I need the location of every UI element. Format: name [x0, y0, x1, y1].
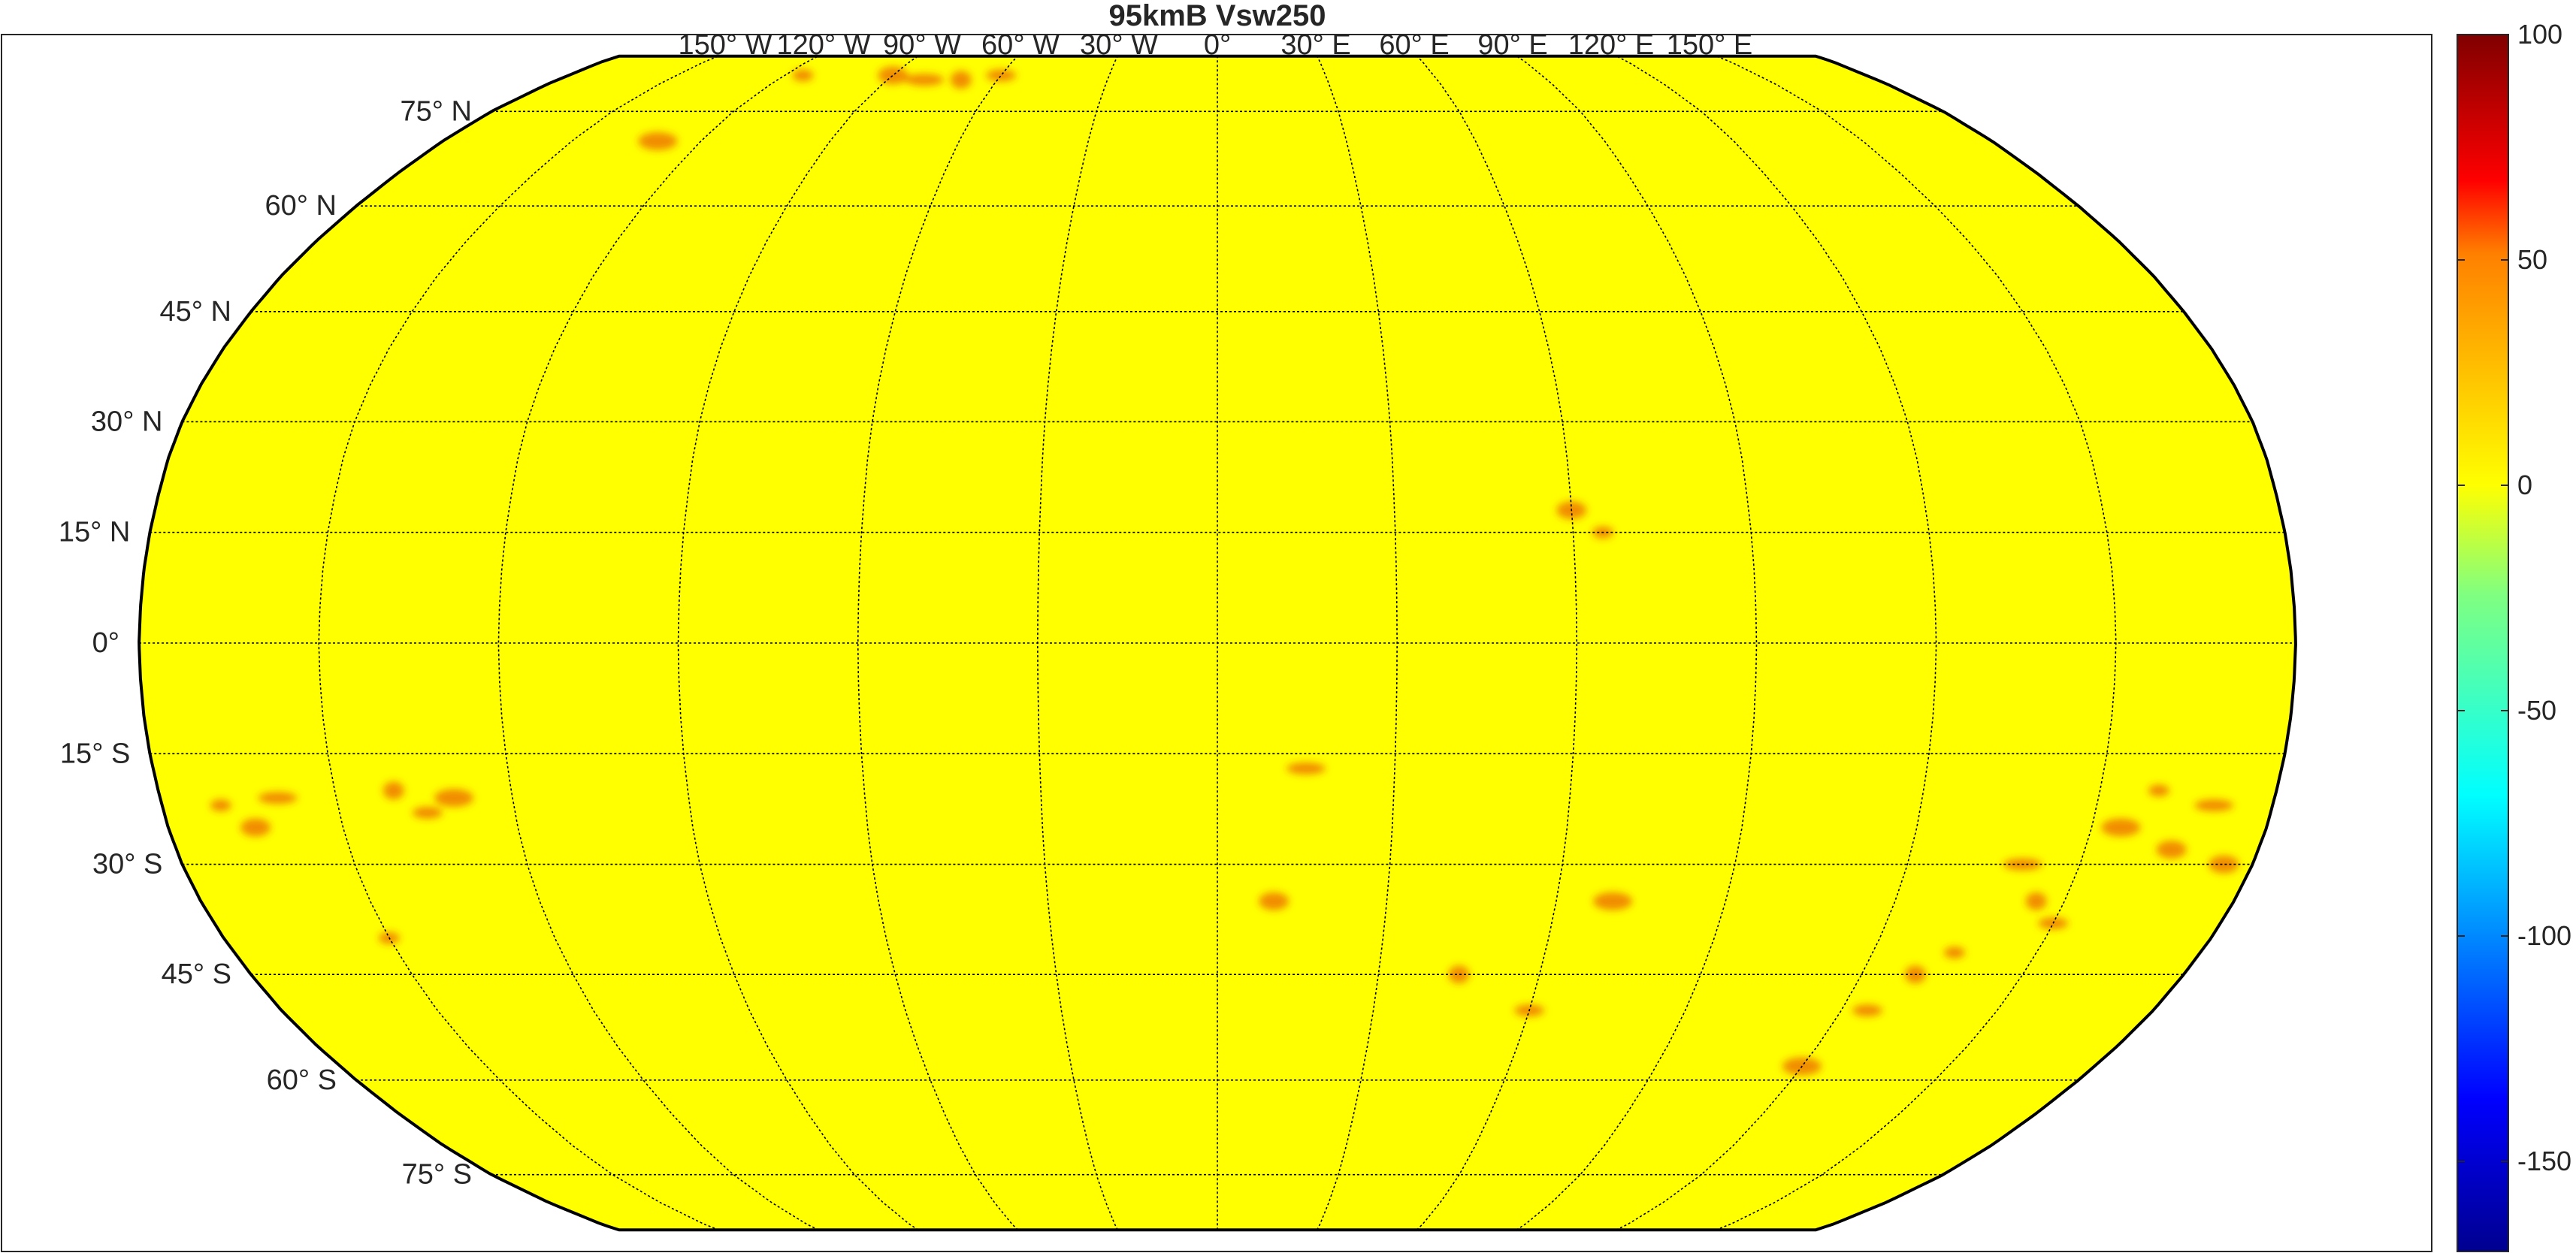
- chart-title: 95kmB Vsw250: [1108, 0, 1326, 32]
- anomaly-spot: [210, 799, 231, 812]
- longitude-label: 0°: [1204, 29, 1231, 61]
- latitude-label: 75° N: [401, 95, 472, 127]
- longitude-label: 90° W: [883, 29, 961, 61]
- latitude-label: 15° S: [60, 738, 130, 769]
- anomaly-spot: [1259, 892, 1290, 910]
- colorbar-tick-label: -50: [2517, 695, 2556, 726]
- latitude-label: 45° N: [160, 296, 231, 328]
- graticule: [139, 56, 2296, 1230]
- longitude-label: 120° W: [776, 29, 870, 61]
- anomaly-spot: [2156, 841, 2187, 859]
- anomaly-spot: [1448, 965, 1470, 984]
- anomaly-spot: [412, 806, 443, 819]
- longitude-label: 30° W: [1080, 29, 1158, 61]
- latitude-label: 60° N: [265, 190, 337, 222]
- meridian-line: [1316, 56, 1398, 1230]
- latitude-label: 60° S: [267, 1064, 337, 1096]
- latitude-label: 15° N: [59, 517, 130, 548]
- colorbar-gradient: [2457, 34, 2509, 1252]
- anomaly-spot: [1286, 762, 1326, 774]
- meridian-line: [318, 56, 719, 1230]
- colorbar-tick-label: 100: [2517, 19, 2562, 50]
- anomaly-spot: [1852, 1004, 1882, 1017]
- anomaly-spot: [240, 818, 271, 837]
- longitude-label: 60° E: [1379, 29, 1449, 61]
- anomaly-spot: [1943, 947, 1965, 959]
- globe: [138, 54, 2297, 1232]
- colorbar: 100 50 0 -50 -100 -150: [2457, 19, 2571, 1252]
- anomaly-spot: [2148, 784, 2169, 797]
- latitude-label: 30° N: [91, 406, 162, 437]
- latitude-label: 0°: [92, 627, 119, 659]
- latitude-label: 45° S: [162, 959, 231, 990]
- globe-outline: [138, 54, 2297, 1232]
- meridian-line: [1416, 56, 1578, 1230]
- anomaly-spot: [382, 781, 404, 800]
- longitude-label: 60° W: [981, 29, 1060, 61]
- anomaly-spot: [2025, 892, 2047, 910]
- meridian-line: [1516, 56, 1758, 1230]
- anomaly-spot: [638, 131, 678, 150]
- anomaly-spot: [950, 71, 972, 89]
- anomaly-spot: [986, 69, 1017, 82]
- latitude-labels: 75° N 60° N 45° N 30° N 15° N 0° 15° S 30° S 45°…: [59, 95, 472, 1190]
- anomaly-spot: [434, 789, 473, 808]
- colorbar-tick-label: -150: [2517, 1146, 2571, 1176]
- longitude-labels: 150° W 120° W 90° W 60° W 30° W 0° 30° E 60° E 9…: [678, 29, 1752, 61]
- meridian-line: [857, 56, 1019, 1230]
- longitude-label: 30° E: [1280, 29, 1350, 61]
- anomaly-spot: [878, 66, 909, 85]
- meridian-line: [1036, 56, 1119, 1230]
- anomaly-spot: [258, 792, 298, 805]
- colorbar-tick-label: 0: [2517, 469, 2532, 500]
- longitude-label: 90° E: [1477, 29, 1547, 61]
- colorbar-tick-label: 50: [2517, 244, 2547, 275]
- longitude-label: 120° E: [1568, 29, 1655, 61]
- colorbar-tick-label: -100: [2517, 920, 2571, 951]
- colorbar-ticks: 100 50 0 -50 -100 -150: [2457, 19, 2571, 1176]
- latitude-label: 75° S: [402, 1159, 472, 1191]
- anomaly-spot: [905, 74, 944, 86]
- anomaly-spot: [2101, 818, 2141, 837]
- anomaly-spot: [792, 69, 814, 82]
- anomaly-spot: [2194, 799, 2234, 812]
- anomaly-spot: [2209, 855, 2239, 874]
- anomaly-spot: [1593, 892, 1633, 910]
- latitude-label: 30° S: [92, 849, 162, 880]
- meridian-line: [677, 56, 919, 1230]
- meridian-line: [1616, 56, 1937, 1230]
- meridian-line: [497, 56, 819, 1230]
- meridian-line: [1716, 56, 2117, 1230]
- longitude-label: 150° E: [1667, 29, 1753, 61]
- longitude-label: 150° W: [678, 29, 772, 61]
